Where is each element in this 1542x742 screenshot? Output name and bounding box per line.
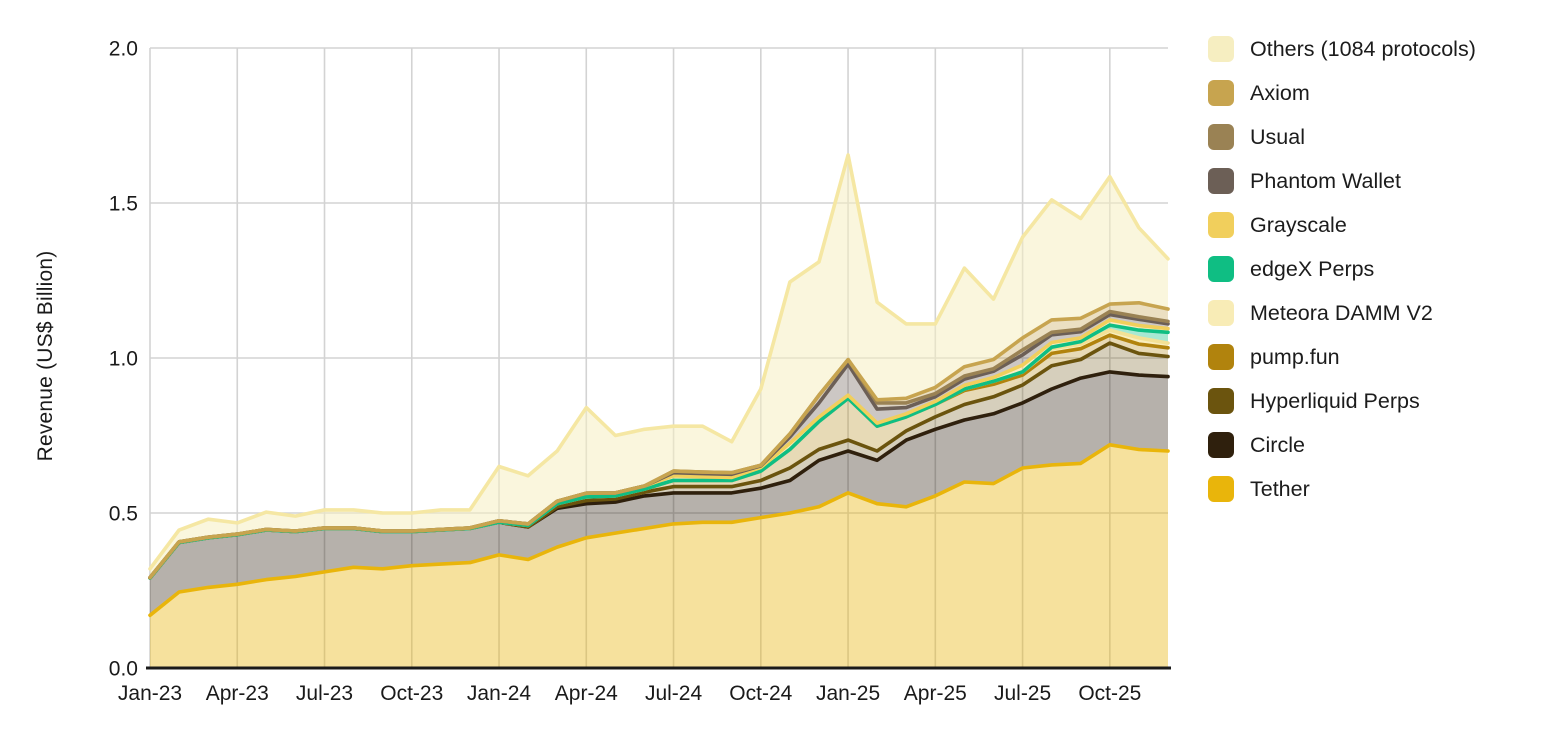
x-tick-label: Jul-25 — [994, 682, 1051, 705]
legend-item-grayscale: Grayscale — [1208, 212, 1476, 238]
legend-label: Grayscale — [1250, 212, 1347, 237]
legend-label: edgeX Perps — [1250, 256, 1375, 281]
x-tick-label: Jul-23 — [296, 682, 353, 705]
legend-item-circle: Circle — [1208, 432, 1476, 458]
legend-swatch-icon — [1208, 168, 1234, 194]
legend-item-pump-fun: pump.fun — [1208, 344, 1476, 370]
legend-label: Phantom Wallet — [1250, 168, 1401, 193]
y-tick-label: 1.5 — [109, 193, 138, 216]
legend-item-edgex-perps: edgeX Perps — [1208, 256, 1476, 282]
line-tether — [148, 443, 1170, 618]
x-tick-label: Jan-25 — [816, 682, 880, 705]
x-tick-label: Oct-24 — [729, 682, 792, 705]
x-tick-label: Jan-24 — [467, 682, 532, 705]
legend-swatch-icon — [1208, 300, 1234, 326]
x-tick-label: Apr-25 — [904, 682, 967, 705]
legend-swatch-icon — [1208, 124, 1234, 150]
x-tick-label: Oct-23 — [380, 682, 443, 705]
area-tether — [150, 444, 1168, 668]
legend-swatch-icon — [1208, 256, 1234, 282]
legend-swatch-icon — [1208, 212, 1234, 238]
legend-item-tether: Tether — [1208, 476, 1476, 502]
area-hyperliquid-perps — [150, 343, 1168, 579]
legend-label: Hyperliquid Perps — [1250, 388, 1420, 413]
legend-label: Circle — [1250, 432, 1305, 457]
y-tick-label: 2.0 — [109, 38, 138, 61]
legend-swatch-icon — [1208, 36, 1234, 62]
area-pump-fun — [150, 335, 1168, 579]
y-tick-label: 0.0 — [109, 658, 138, 681]
legend-label: Others (1084 protocols) — [1250, 36, 1476, 61]
line-axiom — [148, 301, 1170, 580]
legend-label: Meteora DAMM V2 — [1250, 300, 1433, 325]
legend-swatch-icon — [1208, 80, 1234, 106]
x-tick-label: Oct-25 — [1078, 682, 1141, 705]
legend-item-phantom-wallet: Phantom Wallet — [1208, 168, 1476, 194]
legend-item-hyperliquid-perps: Hyperliquid Perps — [1208, 388, 1476, 414]
x-tick-label: Apr-24 — [555, 682, 618, 705]
area-circle — [150, 371, 1168, 616]
legend-swatch-icon — [1208, 432, 1234, 458]
legend-item-meteora-damm-v2: Meteora DAMM V2 — [1208, 300, 1476, 326]
legend-label: Usual — [1250, 124, 1305, 149]
legend: Others (1084 protocols) Axiom Usual Phantom… — [1208, 36, 1476, 502]
y-axis-title: Revenue (US$ Billion) — [34, 250, 57, 462]
legend-swatch-icon — [1208, 344, 1234, 370]
legend-label: Tether — [1250, 476, 1310, 501]
legend-swatch-icon — [1208, 476, 1234, 502]
x-tick-label: Jul-24 — [645, 682, 703, 705]
legend-swatch-icon — [1208, 388, 1234, 414]
legend-item-axiom: Axiom — [1208, 80, 1476, 106]
x-tick-label: Apr-23 — [206, 682, 269, 705]
y-tick-label: 1.0 — [109, 348, 138, 371]
legend-label: Axiom — [1250, 80, 1310, 105]
line-others-1084-protocols- — [148, 153, 1170, 571]
y-tick-label: 0.5 — [109, 503, 138, 526]
x-tick-label: Jan-23 — [118, 682, 182, 705]
legend-item-usual: Usual — [1208, 124, 1476, 150]
legend-item-others: Others (1084 protocols) — [1208, 36, 1476, 62]
legend-label: pump.fun — [1250, 344, 1340, 369]
